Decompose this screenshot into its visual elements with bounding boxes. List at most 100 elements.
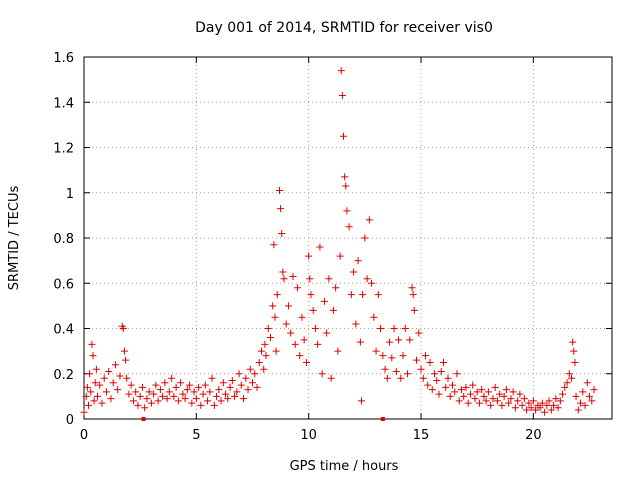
data-point bbox=[572, 392, 580, 400]
data-point bbox=[334, 347, 342, 355]
chart-title: Day 001 of 2014, SRMTID for receiver vis… bbox=[195, 20, 493, 36]
data-point bbox=[350, 268, 358, 276]
data-point bbox=[318, 370, 326, 378]
data-point bbox=[536, 404, 544, 412]
data-point bbox=[363, 275, 371, 283]
data-point bbox=[231, 392, 239, 400]
data-point bbox=[83, 383, 91, 391]
data-point bbox=[206, 388, 214, 396]
data-point bbox=[545, 397, 553, 405]
data-point bbox=[388, 354, 396, 362]
data-point bbox=[404, 370, 412, 378]
y-tick-label: 0.6 bbox=[53, 277, 74, 292]
data-point bbox=[409, 291, 417, 299]
data-point bbox=[204, 397, 212, 405]
data-point bbox=[338, 91, 346, 99]
data-point bbox=[480, 392, 488, 400]
data-point bbox=[90, 397, 98, 405]
data-point bbox=[233, 388, 241, 396]
data-point bbox=[444, 374, 452, 382]
y-tick-label: 0 bbox=[66, 413, 74, 428]
data-point bbox=[453, 370, 461, 378]
data-point bbox=[374, 291, 382, 299]
data-point bbox=[491, 383, 499, 391]
data-point bbox=[417, 365, 425, 373]
data-point bbox=[188, 399, 196, 407]
data-point bbox=[316, 243, 324, 251]
data-point bbox=[195, 383, 203, 391]
data-point bbox=[222, 390, 230, 398]
data-point bbox=[154, 397, 162, 405]
y-tick-label: 0.4 bbox=[53, 323, 74, 338]
data-point bbox=[561, 383, 569, 391]
data-point bbox=[179, 390, 187, 398]
x-tick-label: 20 bbox=[525, 428, 542, 443]
data-point bbox=[496, 390, 504, 398]
data-point bbox=[325, 275, 333, 283]
data-point bbox=[399, 352, 407, 360]
data-point bbox=[586, 392, 594, 400]
data-point bbox=[413, 356, 421, 364]
data-point bbox=[270, 241, 278, 249]
data-point bbox=[446, 392, 454, 400]
data-point bbox=[156, 386, 164, 394]
data-point bbox=[574, 406, 582, 414]
data-point bbox=[192, 395, 200, 403]
data-point bbox=[275, 186, 283, 194]
data-point bbox=[251, 370, 259, 378]
data-point bbox=[168, 374, 176, 382]
data-point bbox=[462, 383, 470, 391]
data-point bbox=[260, 365, 268, 373]
data-point bbox=[116, 372, 124, 380]
data-point bbox=[415, 329, 423, 337]
data-point bbox=[336, 252, 344, 260]
data-point bbox=[347, 291, 355, 299]
data-point bbox=[464, 399, 472, 407]
data-point bbox=[273, 291, 281, 299]
data-point bbox=[383, 374, 391, 382]
data-point bbox=[163, 395, 171, 403]
data-point bbox=[111, 361, 119, 369]
data-point bbox=[525, 399, 533, 407]
data-point bbox=[82, 392, 90, 400]
data-point bbox=[298, 313, 306, 321]
data-point bbox=[190, 388, 198, 396]
data-point bbox=[100, 374, 108, 382]
data-point bbox=[152, 381, 160, 389]
data-point bbox=[401, 325, 409, 332]
data-point bbox=[293, 284, 301, 292]
data-point bbox=[143, 395, 151, 403]
data-point bbox=[289, 272, 297, 280]
grid bbox=[84, 57, 612, 419]
data-point bbox=[379, 352, 387, 360]
data-point bbox=[390, 325, 398, 332]
data-point bbox=[437, 367, 445, 375]
data-point bbox=[138, 383, 146, 391]
data-point bbox=[226, 383, 234, 391]
data-point bbox=[426, 358, 434, 366]
data-point bbox=[240, 395, 248, 403]
data-point bbox=[484, 388, 492, 396]
data-point bbox=[102, 388, 110, 396]
data-point bbox=[550, 401, 558, 409]
data-point bbox=[478, 386, 486, 394]
data-point bbox=[532, 406, 540, 414]
data-point bbox=[257, 347, 265, 355]
data-point bbox=[141, 404, 149, 412]
data-point bbox=[284, 302, 292, 310]
data-point bbox=[300, 336, 308, 344]
data-point bbox=[439, 358, 447, 366]
data-point bbox=[266, 334, 274, 342]
data-point bbox=[280, 275, 288, 283]
data-point bbox=[88, 340, 96, 348]
data-point bbox=[228, 377, 236, 385]
data-point bbox=[129, 397, 137, 405]
data-point bbox=[377, 325, 385, 332]
data-point bbox=[569, 338, 577, 346]
data-point bbox=[199, 390, 207, 398]
data-points bbox=[80, 67, 598, 421]
data-point bbox=[287, 329, 295, 337]
data-point bbox=[451, 388, 459, 396]
y-tick-label: 1.2 bbox=[53, 142, 74, 157]
